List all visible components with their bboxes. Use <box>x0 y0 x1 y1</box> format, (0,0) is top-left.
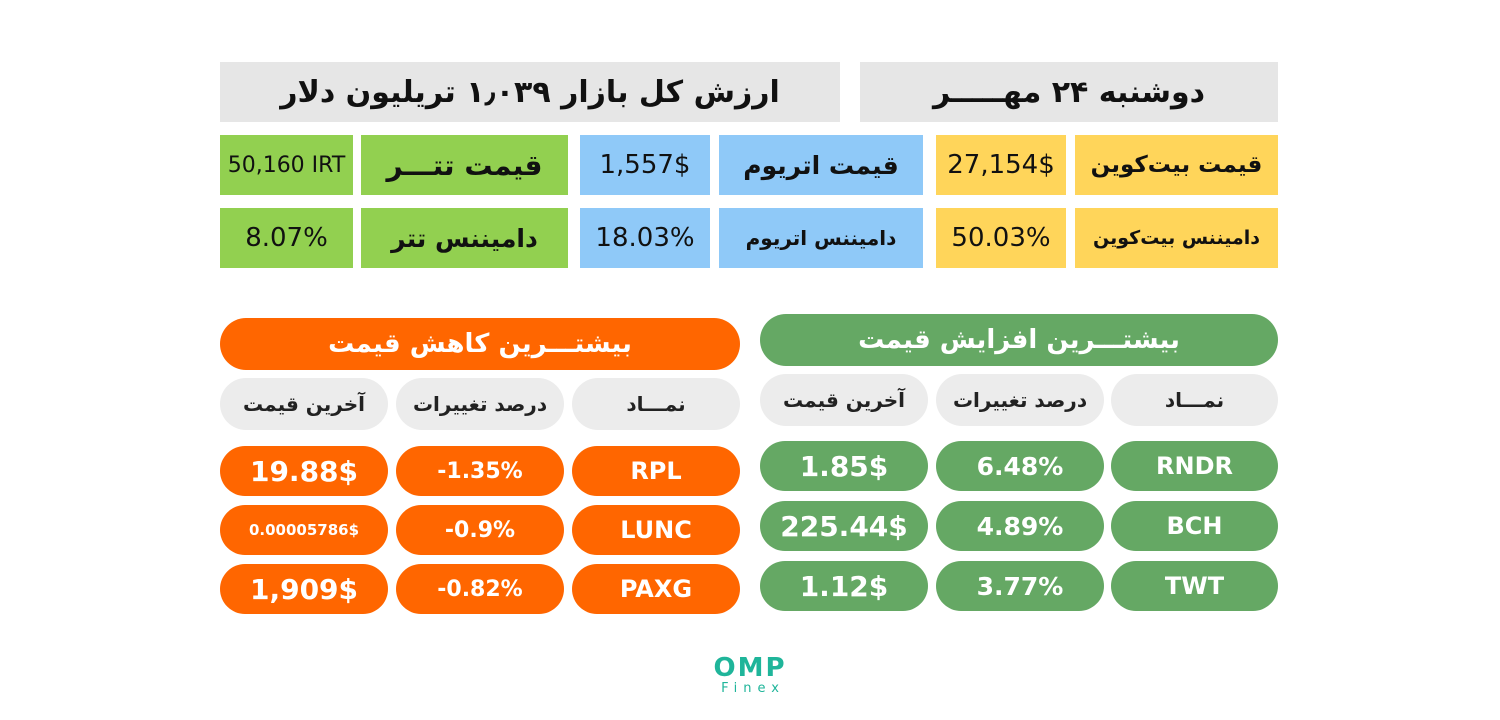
logo-sub-text: Finex <box>721 681 785 696</box>
gainers-col-change: درصد تغییرات <box>936 374 1104 426</box>
ethereum-price-label: قیمت اتریوم <box>719 135 923 195</box>
gainers-row-1-symbol: RNDR <box>1111 441 1278 491</box>
gainers-title: بیشتـــرین افزایش قیمت <box>760 314 1278 366</box>
losers-col-symbol: نمـــاد <box>572 378 740 430</box>
tether-price-label: قیمت تتـــر <box>361 135 568 195</box>
date-banner: دوشنبه ۲۴ مهـــــر <box>860 62 1278 122</box>
losers-row-3-symbol: PAXG <box>572 564 740 614</box>
bitcoin-dominance-value: 50.03% <box>936 208 1066 268</box>
gainers-row-3-change: 3.77% <box>936 561 1104 611</box>
losers-row-1-price: 19.88$ <box>220 446 388 496</box>
gainers-row-3-symbol: TWT <box>1111 561 1278 611</box>
gainers-col-price: آخرین قیمت <box>760 374 928 426</box>
gainers-row-1-price: 1.85$ <box>760 441 928 491</box>
logo-main-text: OMP <box>713 653 787 683</box>
bitcoin-price-value: 27,154$ <box>936 135 1066 195</box>
gainers-row-2-change: 4.89% <box>936 501 1104 551</box>
losers-row-3-change: -0.82% <box>396 564 564 614</box>
market-cap-banner: ارزش کل بازار ۱٫۰۳۹ تریلیون دلار <box>220 62 840 122</box>
tether-dominance-value: 8.07% <box>220 208 353 268</box>
gainers-row-2-symbol: BCH <box>1111 501 1278 551</box>
gainers-row-3-price: 1.12$ <box>760 561 928 611</box>
tether-price-value: 50,160 IRT <box>220 135 353 195</box>
ethereum-dominance-value: 18.03% <box>580 208 710 268</box>
ethereum-dominance-label: دامیننس اتریوم <box>719 208 923 268</box>
losers-row-2-symbol: LUNC <box>572 505 740 555</box>
losers-row-2-change: -0.9% <box>396 505 564 555</box>
tether-dominance-label: دامیننس تتر <box>361 208 568 268</box>
omp-finex-logo: OMP Finex <box>700 654 800 696</box>
losers-row-2-price: 0.00005786$ <box>220 505 388 555</box>
losers-row-1-change: -1.35% <box>396 446 564 496</box>
losers-col-change: درصد تغییرات <box>396 378 564 430</box>
bitcoin-price-label: قیمت بیت‌کوین <box>1075 135 1278 195</box>
losers-title: بیشتـــرین کاهش قیمت <box>220 318 740 370</box>
gainers-col-symbol: نمـــاد <box>1111 374 1278 426</box>
losers-row-3-price: 1,909$ <box>220 564 388 614</box>
gainers-row-1-change: 6.48% <box>936 441 1104 491</box>
losers-row-1-symbol: RPL <box>572 446 740 496</box>
losers-col-price: آخرین قیمت <box>220 378 388 430</box>
bitcoin-dominance-label: دامیننس بیت‌کوین <box>1075 208 1278 268</box>
gainers-row-2-price: 225.44$ <box>760 501 928 551</box>
ethereum-price-value: 1,557$ <box>580 135 710 195</box>
